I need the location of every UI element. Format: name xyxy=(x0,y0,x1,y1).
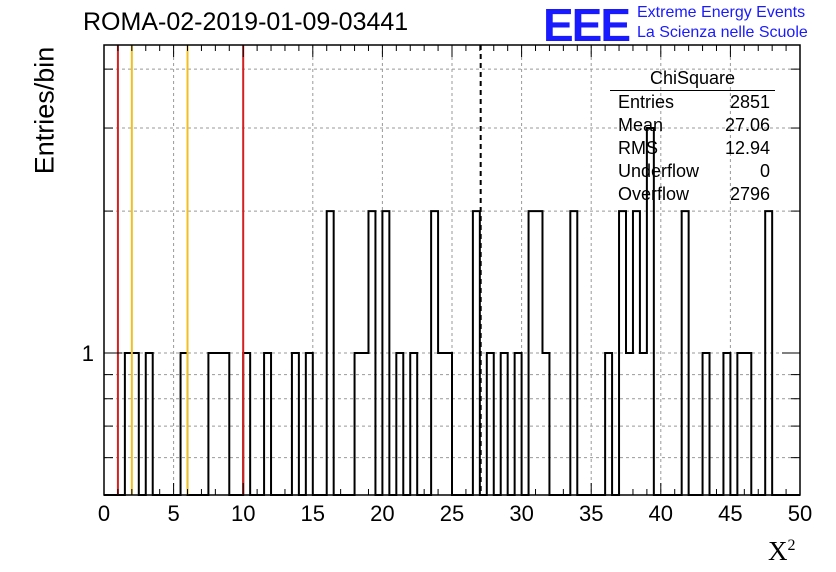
axis-ticks xyxy=(103,45,801,495)
x-tick-label: 5 xyxy=(167,501,179,526)
y-axis-label: Entries/bin xyxy=(29,46,60,175)
stats-row-underflow: Underflow 0 xyxy=(618,161,770,183)
stats-value: 2851 xyxy=(729,92,770,112)
x-tick-label: 50 xyxy=(788,501,812,526)
x-tick-label: 25 xyxy=(440,501,464,526)
stats-value: 2796 xyxy=(729,184,770,204)
x-tick-label: 40 xyxy=(649,501,673,526)
stats-divider xyxy=(610,90,775,91)
logo-line-1: Extreme Energy Events xyxy=(637,4,806,21)
stats-row-entries: Entries 2851 xyxy=(618,92,770,114)
stats-row-overflow: Overflow 2796 xyxy=(618,184,770,206)
x-tick-label: 20 xyxy=(370,501,394,526)
stats-title: ChiSquare xyxy=(649,68,736,88)
threshold-lines xyxy=(116,45,482,495)
eee-logo: EEE xyxy=(543,0,631,51)
stats-value: 12.94 xyxy=(724,138,770,158)
x-axis-label: X2 xyxy=(768,536,796,567)
stats-value: 0 xyxy=(759,161,770,181)
y-tick-label: 1 xyxy=(82,341,94,366)
x-tick-label: 0 xyxy=(98,501,110,526)
tick-labels: 0 5 10 15 20 25 30 35 40 45 50 1 xyxy=(82,341,812,526)
x-tick-label: 45 xyxy=(718,501,742,526)
x-axis-symbol: X xyxy=(768,536,788,566)
x-tick-label: 10 xyxy=(231,501,255,526)
stats-label: Underflow xyxy=(618,161,700,181)
stats-label: Mean xyxy=(618,115,664,135)
plot-title: ROMA-02-2019-01-09-03441 xyxy=(83,8,409,36)
stats-value: 27.06 xyxy=(724,115,770,135)
stats-label: Entries xyxy=(618,92,675,112)
x-axis-superscript: 2 xyxy=(787,537,796,554)
x-tick-label: 30 xyxy=(509,501,533,526)
stats-row-rms: RMS 12.94 xyxy=(618,138,770,160)
stats-box: ChiSquare Entries 2851 Mean 27.06 RMS 12… xyxy=(610,68,775,208)
stats-row-mean: Mean 27.06 xyxy=(618,115,770,137)
stats-label: RMS xyxy=(618,138,658,158)
x-tick-label: 15 xyxy=(301,501,325,526)
x-tick-label: 35 xyxy=(579,501,603,526)
logo-line-2: La Scienza nelle Scuole xyxy=(637,24,808,41)
stats-label: Overflow xyxy=(618,184,690,204)
